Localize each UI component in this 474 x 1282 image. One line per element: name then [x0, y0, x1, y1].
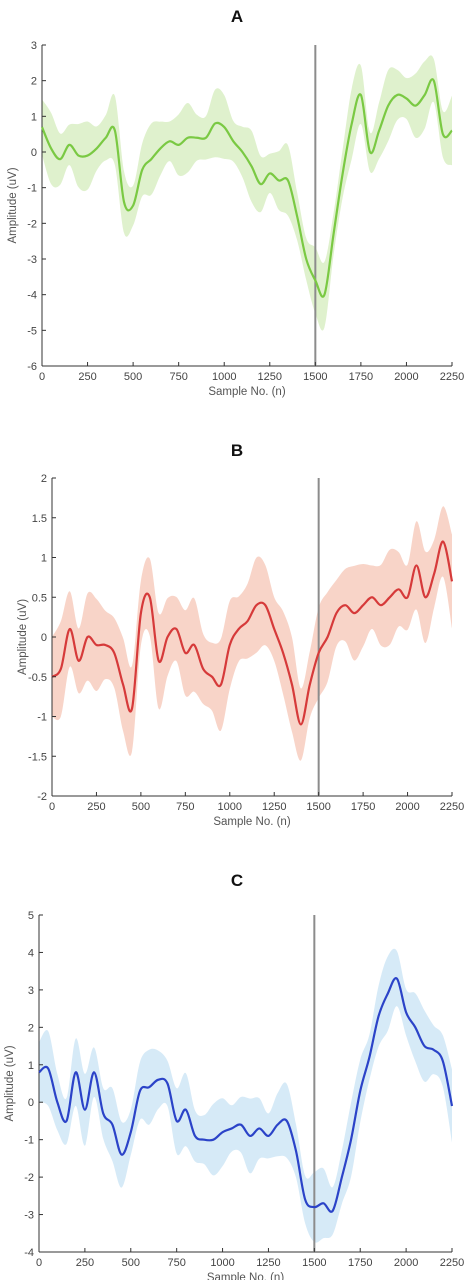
y-tick-label: 2	[41, 473, 47, 485]
x-tick-label: 1500	[303, 371, 327, 383]
x-tick-label: 1000	[210, 1257, 234, 1269]
y-tick-label: -1.5	[28, 751, 47, 763]
y-tick-label: 1.5	[32, 513, 47, 525]
y-tick-label: -6	[27, 361, 37, 373]
x-tick-label: 2000	[395, 801, 419, 813]
x-tick-label: 250	[78, 371, 96, 383]
y-tick-label: -1	[24, 1135, 34, 1147]
x-axis-label: Sample No. (n)	[213, 816, 291, 828]
y-axis-label: Amplitude (uV)	[7, 167, 19, 243]
x-tick-label: 0	[39, 371, 45, 383]
y-tick-label: -1	[27, 183, 37, 195]
chart-svg-a: A 0 250 500 750 1000 1250 1500 1750 2000 2250 -6 -5…	[7, 7, 464, 398]
y-tick-label: 3	[28, 985, 34, 997]
y-tick-label: -1	[37, 712, 47, 724]
y-tick-label: 1	[41, 553, 47, 565]
x-tick-label: 2250	[440, 371, 464, 383]
y-tick-label: -2	[24, 1172, 34, 1184]
x-tick-label: 750	[176, 801, 194, 813]
x-tick-label: 750	[169, 371, 187, 383]
x-tick-label: 750	[167, 1257, 185, 1269]
y-tick-label: 5	[28, 910, 34, 922]
x-tick-label: 1500	[302, 1257, 326, 1269]
x-tick-label: 1750	[348, 1257, 372, 1269]
panel-letter: A	[231, 7, 243, 26]
x-tick-label: 1250	[258, 371, 282, 383]
series-line	[38, 977, 454, 1213]
y-tick-label: -0.5	[28, 672, 47, 684]
y-tick-label: -2	[37, 791, 47, 803]
panel-letter: C	[231, 871, 243, 890]
x-tick-label: 500	[132, 801, 150, 813]
x-tick-label: 500	[122, 1257, 140, 1269]
y-tick-label: 1	[31, 111, 37, 123]
y-tick-label: -4	[27, 290, 37, 302]
chart-panel-b: B 0 250 500 750 1000 1250 1500 1750 2000 2250 -2 -1…	[0, 430, 474, 850]
x-tick-label: 1750	[349, 371, 373, 383]
chart-panel-c: C 0 250 500 750 1000 1250 1500 1750 2000 2250 -4 -3…	[0, 860, 474, 1280]
x-tick-label: 0	[49, 801, 55, 813]
y-tick-label: 2	[28, 1022, 34, 1034]
x-tick-label: 2000	[394, 1257, 418, 1269]
y-tick-label: -2	[27, 218, 37, 230]
x-tick-label: 1250	[262, 801, 286, 813]
y-tick-label: 0.5	[32, 592, 47, 604]
y-tick-label: -3	[24, 1210, 34, 1222]
x-tick-label: 2250	[440, 801, 464, 813]
chart-svg-b: B 0 250 500 750 1000 1250 1500 1750 2000 2250 -2 -1…	[17, 441, 464, 828]
confidence-band	[52, 506, 452, 761]
chart-svg-c: C 0 250 500 750 1000 1250 1500 1750 2000 2250-4-3…	[4, 871, 464, 1280]
x-tick-label: 1750	[351, 801, 375, 813]
x-tick-label: 250	[76, 1257, 94, 1269]
series-line	[40, 78, 453, 298]
y-tick-label: 0	[28, 1097, 34, 1109]
y-tick-label: 0	[31, 147, 37, 159]
y-tick-label: 1	[28, 1060, 34, 1072]
confidence-band	[39, 948, 452, 1243]
x-tick-label: 1000	[218, 801, 242, 813]
series-line	[51, 540, 454, 726]
y-tick-label: 3	[31, 40, 37, 52]
x-tick-label: 1250	[256, 1257, 280, 1269]
panel-letter: B	[231, 441, 243, 460]
x-tick-label: 0	[36, 1257, 42, 1269]
y-tick-label: 4	[28, 947, 34, 959]
y-tick-label: 0	[41, 632, 47, 644]
y-tick-label: -4	[24, 1247, 34, 1259]
x-axis-label: Sample No. (n)	[208, 386, 286, 398]
x-tick-label: 2250	[440, 1257, 464, 1269]
y-tick-label: 2	[31, 76, 37, 88]
y-tick-label: -5	[27, 325, 37, 337]
x-tick-label: 1000	[212, 371, 236, 383]
x-tick-label: 500	[124, 371, 142, 383]
confidence-band	[42, 55, 452, 331]
x-tick-label: 2000	[394, 371, 418, 383]
y-axis-label: Amplitude (uV)	[4, 1045, 16, 1121]
y-tick-label: -3	[27, 254, 37, 266]
x-tick-label: 250	[87, 801, 105, 813]
chart-panel-a: A 0 250 500 750 1000 1250 1500 1750 2000 2250 -6 -5…	[0, 0, 474, 420]
y-axis-label: Amplitude (uV)	[17, 599, 29, 675]
x-tick-label: 1500	[306, 801, 330, 813]
x-axis-label: Sample No. (n)	[207, 1272, 285, 1280]
